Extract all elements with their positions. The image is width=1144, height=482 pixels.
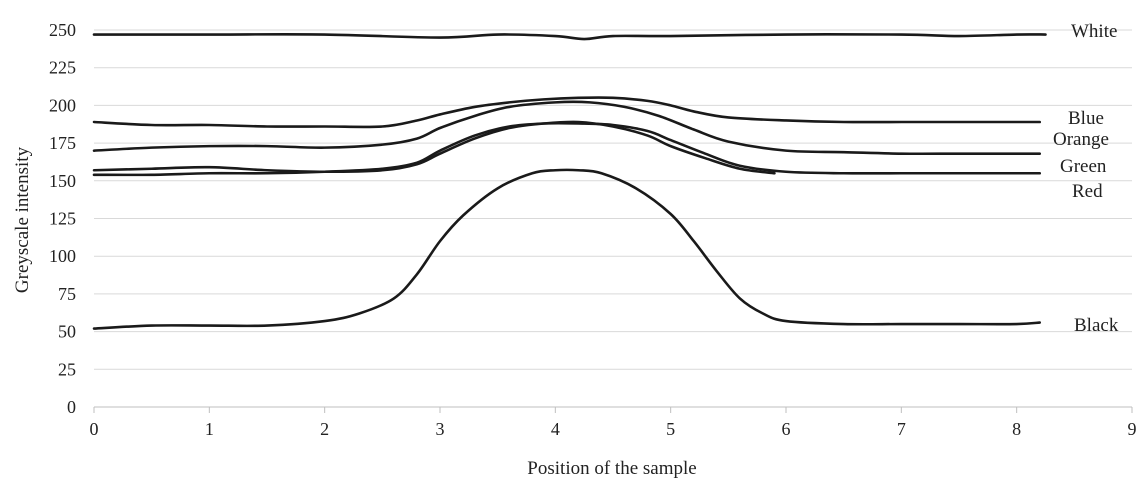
y-tick-label-250: 250: [49, 20, 76, 40]
y-tick-label-125: 125: [49, 209, 76, 229]
x-axis-title: Position of the sample: [527, 458, 696, 479]
series-label-white: White: [1071, 21, 1117, 42]
x-tick-label-9: 9: [1128, 419, 1137, 439]
series-line-green: [92, 120, 776, 175]
y-tick-label-200: 200: [49, 95, 76, 115]
y-tick-label-175: 175: [49, 133, 76, 153]
y-tick-label-0: 0: [67, 397, 76, 417]
y-tick-label-75: 75: [58, 284, 76, 304]
axes: [93, 406, 1133, 413]
x-tick-label-8: 8: [1012, 419, 1021, 439]
x-tick-label-7: 7: [897, 419, 906, 439]
series-line-orange: [92, 100, 1042, 156]
x-tick-label-4: 4: [551, 419, 560, 439]
y-tick-label-150: 150: [49, 171, 76, 191]
series-lines: [92, 32, 1047, 330]
series-label-red: Red: [1072, 181, 1103, 202]
series-label-green: Green: [1060, 156, 1107, 177]
x-tick-label-5: 5: [666, 419, 675, 439]
y-tick-label-100: 100: [49, 246, 76, 266]
series-line-black: [92, 168, 1042, 330]
y-axis-title: Greyscale intensity: [12, 146, 33, 293]
series-label-blue: Blue: [1068, 108, 1104, 129]
x-tick-labels: 0 1 2 3 4 5 6 7 8 9: [90, 419, 1137, 439]
series-label-black: Black: [1074, 315, 1119, 336]
series-line-red: [92, 121, 1042, 177]
x-tick-label-3: 3: [436, 419, 445, 439]
y-tick-label-25: 25: [58, 359, 76, 379]
x-tick-label-0: 0: [90, 419, 99, 439]
series-line-blue: [92, 96, 1042, 129]
y-tick-label-225: 225: [49, 58, 76, 78]
x-tick-label-1: 1: [205, 419, 214, 439]
x-tick-label-2: 2: [320, 419, 329, 439]
y-tick-label-50: 50: [58, 322, 76, 342]
gridlines: [94, 29, 1132, 370]
y-tick-labels: 0 25 50 75 100 125 150 175 200 225 250: [49, 20, 76, 417]
series-label-orange: Orange: [1053, 129, 1109, 150]
x-tick-label-6: 6: [782, 419, 791, 439]
series-line-white: [92, 32, 1047, 41]
